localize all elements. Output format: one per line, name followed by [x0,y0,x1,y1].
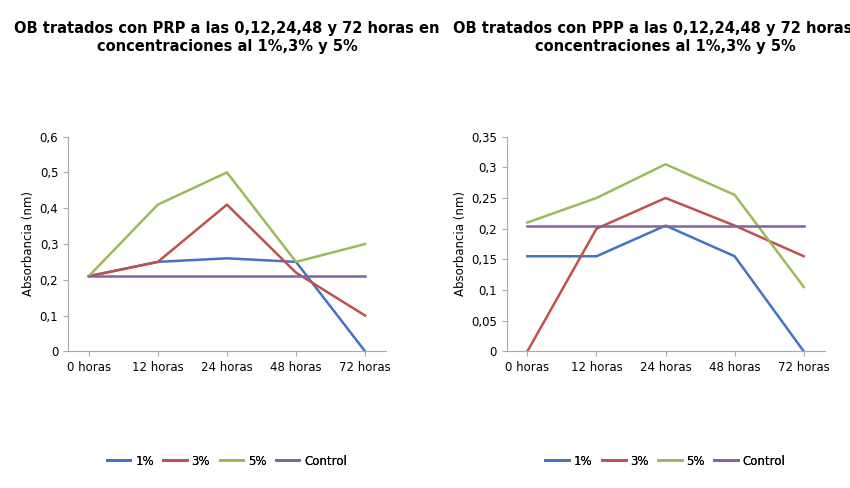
Y-axis label: Absorbancia (nm): Absorbancia (nm) [22,191,36,297]
Text: OB tratados con PPP a las 0,12,24,48 y 72 horas en
concentraciones al 1%,3% y 5%: OB tratados con PPP a las 0,12,24,48 y 7… [453,21,850,54]
Y-axis label: Absorbancia (nm): Absorbancia (nm) [454,191,467,297]
Legend: 1%, 3%, 5%, Control: 1%, 3%, 5%, Control [541,450,790,472]
Text: OB tratados con PRP a las 0,12,24,48 y 72 horas en
concentraciones al 1%,3% y 5%: OB tratados con PRP a las 0,12,24,48 y 7… [14,21,439,54]
Legend: 1%, 3%, 5%, Control: 1%, 3%, 5%, Control [102,450,352,472]
